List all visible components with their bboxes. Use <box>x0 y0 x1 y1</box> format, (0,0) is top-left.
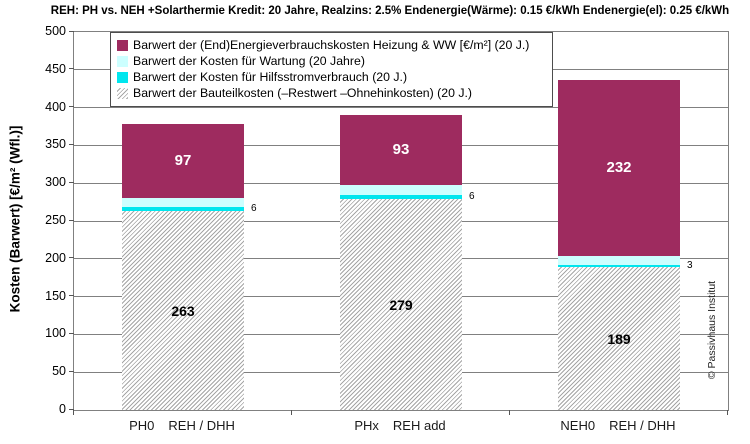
legend-swatch-hilfsstrom <box>117 71 128 83</box>
y-tick-label: 300 <box>45 175 66 190</box>
value-label-hilfsstrom: 6 <box>469 190 475 202</box>
value-label-bauteil: 279 <box>389 296 413 313</box>
bar-segment-hilfsstrom <box>340 194 462 200</box>
y-tick-mark <box>69 257 74 259</box>
y-tick-label: 450 <box>45 61 66 76</box>
value-label-hilfsstrom: 6 <box>251 202 257 214</box>
y-tick-mark <box>69 181 74 183</box>
bar-segment-bauteil <box>122 211 244 410</box>
bar-segment-wartung <box>340 185 462 195</box>
gridline <box>74 107 728 109</box>
bar-segment-bauteil <box>340 199 462 410</box>
y-tick-mark <box>69 30 74 32</box>
bar-segment-wartung <box>558 255 680 265</box>
bar-segment-energie <box>122 124 244 198</box>
legend-item-wartung: Barwert der Kosten für Wartung (20 Jahre… <box>117 53 546 69</box>
legend-swatch-wartung <box>117 55 128 67</box>
y-tick-mark <box>69 295 74 297</box>
y-tick-label: 350 <box>45 137 66 152</box>
y-tick-mark <box>69 408 74 410</box>
value-label-hilfsstrom: 3 <box>687 259 693 271</box>
y-tick-label: 0 <box>59 402 66 416</box>
y-tick-label: 150 <box>45 288 66 303</box>
y-tick-label: 250 <box>45 213 66 227</box>
legend-item-energie: Barwert der (End)Energieverbrauchskosten… <box>117 37 546 53</box>
legend-label-energie: Barwert der (End)Energieverbrauchskosten… <box>133 38 530 52</box>
x-tick-mark <box>291 410 292 415</box>
copyright-text: © Passivhaus Institut <box>706 280 718 380</box>
y-tick-mark <box>69 143 74 145</box>
y-tick-mark <box>69 370 74 372</box>
y-tick-label: 200 <box>45 250 66 265</box>
category-code: PHx <box>354 418 379 433</box>
x-tick-mark <box>509 410 510 415</box>
y-tick-mark <box>69 219 74 221</box>
legend-swatch-bauteil <box>117 87 128 99</box>
legend-label-hilfsstrom: Barwert der Kosten für Hilfsstromverbrau… <box>133 70 408 84</box>
value-label-bauteil: 189 <box>607 330 631 347</box>
value-label-energie: 93 <box>392 141 410 159</box>
y-tick-mark <box>69 106 74 108</box>
bar-segment-hilfsstrom <box>558 264 680 268</box>
category-variant: REH / DHH <box>609 418 676 433</box>
x-category-label: PHx REH add <box>291 418 509 433</box>
y-tick-label: 500 <box>45 24 66 38</box>
value-label-energie: 97 <box>174 151 192 169</box>
bar-segment-bauteil <box>558 267 680 410</box>
legend: Barwert der (End)Energieverbrauchskosten… <box>110 32 553 107</box>
y-tick-label: 400 <box>45 99 66 114</box>
legend-item-hilfsstrom: Barwert der Kosten für Hilfsstromverbrau… <box>117 69 546 85</box>
bar-segment-wartung <box>122 197 244 207</box>
bar-segment-energie <box>340 115 462 186</box>
y-tick-mark <box>69 332 74 334</box>
legend-label-wartung: Barwert der Kosten für Wartung (20 Jahre… <box>133 54 365 68</box>
value-label-bauteil: 263 <box>171 302 195 319</box>
legend-swatch-energie <box>117 39 128 51</box>
bar-segment-energie <box>558 80 680 256</box>
category-code: NEH0 <box>560 418 596 433</box>
x-category-label: NEH0 REH / DHH <box>509 418 727 433</box>
y-tick-label: 50 <box>52 364 66 379</box>
chart-title: REH: PH vs. NEH +Solarthermie Kredit: 20… <box>50 5 730 17</box>
value-label-energie: 232 <box>606 159 632 177</box>
category-variant: REH add <box>392 418 446 433</box>
legend-item-bauteil: Barwert der Bauteilkosten (–Restwert –Oh… <box>117 85 546 101</box>
y-tick-label: 100 <box>45 326 66 341</box>
bar-segment-hilfsstrom <box>122 206 244 212</box>
x-tick-mark <box>73 410 74 415</box>
x-tick-mark <box>727 410 728 415</box>
category-variant: REH / DHH <box>168 418 235 433</box>
legend-label-bauteil: Barwert der Bauteilkosten (–Restwert –Oh… <box>133 86 473 100</box>
category-code: PH0 <box>129 418 155 433</box>
y-tick-mark <box>69 68 74 70</box>
x-category-label: PH0 REH / DHH <box>73 418 291 433</box>
